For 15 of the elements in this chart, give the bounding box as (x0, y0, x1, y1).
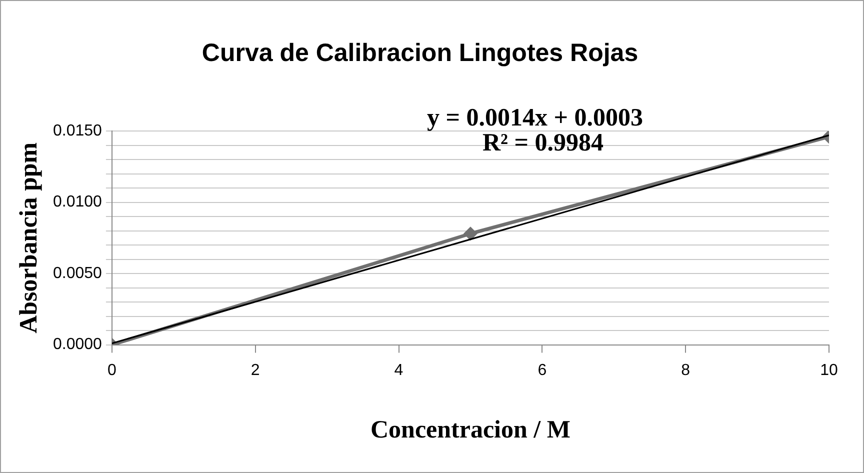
annotation: R² = 0.9984 (482, 129, 604, 156)
y-tick-label: 0.0150 (53, 122, 102, 140)
y-tick-label: 0.0000 (53, 336, 102, 354)
y-axis-title: Absorbancia ppm (15, 142, 42, 334)
y-tick-label: 0.0100 (53, 194, 102, 211)
chart-title: Curva de Calibracion Lingotes Rojas (202, 38, 638, 67)
x-tick-label: 10 (820, 362, 838, 379)
y-tick-label: 0.0050 (53, 264, 102, 282)
x-tick-label: 6 (538, 362, 547, 379)
x-tick-label: 0 (107, 362, 116, 379)
annotation: y = 0.0014x + 0.0003 (427, 104, 644, 132)
x-tick-label: 4 (394, 362, 404, 379)
x-tick-label: 8 (681, 362, 690, 379)
x-axis-title: Concentracion / M (370, 416, 570, 444)
x-tick-label: 2 (250, 362, 260, 379)
